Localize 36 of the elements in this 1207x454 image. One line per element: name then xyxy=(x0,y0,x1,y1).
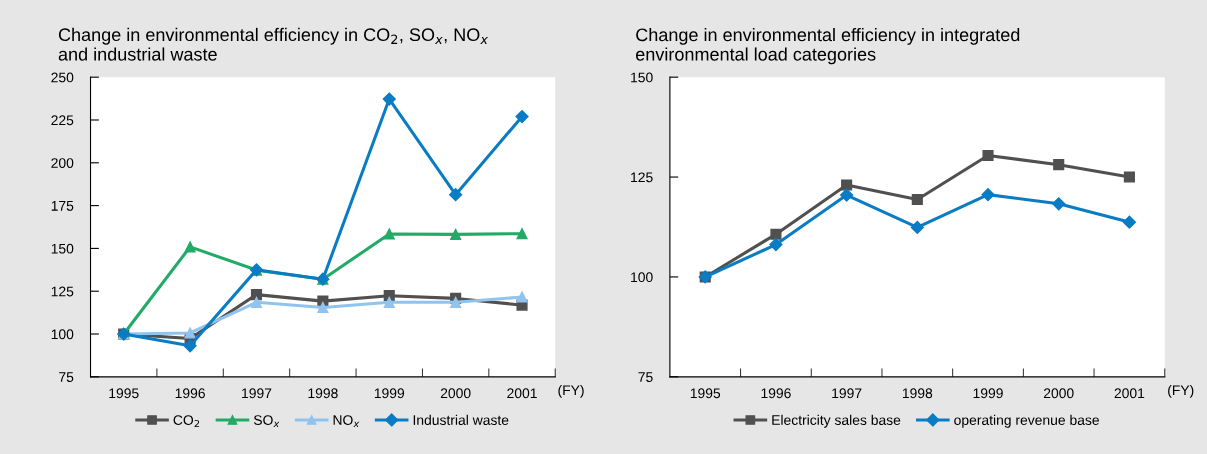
y-tick-label: 100 xyxy=(51,329,74,340)
y-tick-label: 175 xyxy=(51,201,74,211)
y-tick-label: 100 xyxy=(631,272,653,283)
x-tick-label: 1995 xyxy=(690,388,721,399)
x-tick-label: 2000 xyxy=(440,388,471,399)
legend-label: SO$_{x}$ xyxy=(253,415,280,428)
x-tick-label: 1997 xyxy=(832,388,862,399)
chart-title: Change in environmental efficiency in integrated environmental load categories xyxy=(636,27,1020,65)
x-tick-label: 1998 xyxy=(902,388,933,399)
x-tick-label: 1997 xyxy=(242,388,272,399)
y-tick-label: 125 xyxy=(51,286,74,297)
y-tick-label: 150 xyxy=(51,243,74,254)
y-tick-label: 150 xyxy=(631,72,653,83)
y-tick-label: 250 xyxy=(51,72,74,83)
x-axis-title: (FY) xyxy=(558,384,584,398)
x-tick-label: 1999 xyxy=(973,388,1003,399)
legend-label: NO$_{x}$ xyxy=(333,415,360,428)
legend-label: CO$_{2}$ xyxy=(173,415,200,428)
x-tick-label: 1998 xyxy=(308,388,338,399)
x-tick-label: 2001 xyxy=(507,388,537,399)
x-axis-title: (FY) xyxy=(1168,384,1194,398)
x-tick-label: 1996 xyxy=(175,388,205,399)
x-tick-label: 1999 xyxy=(374,388,405,399)
y-tick-label: 200 xyxy=(51,158,74,168)
legend-label: Industrial waste xyxy=(413,414,509,425)
y-tick-label: 225 xyxy=(51,115,74,126)
x-tick-label: 2001 xyxy=(1114,388,1145,399)
x-tick-label: 1996 xyxy=(761,388,791,399)
y-tick-label: 75 xyxy=(59,372,74,382)
x-tick-label: 1995 xyxy=(109,388,139,399)
legend-label: Electricity sales base xyxy=(772,414,901,428)
y-tick-label: 75 xyxy=(638,372,653,382)
chart-title: Change in environmental efficiency in CO$_{2}$, SO$_{x}$, NO$_{x}$ and industrial waste xyxy=(58,27,489,61)
x-tick-label: 2000 xyxy=(1043,388,1074,399)
legend-label: operating revenue base xyxy=(954,414,1099,428)
y-tick-label: 125 xyxy=(631,172,653,183)
